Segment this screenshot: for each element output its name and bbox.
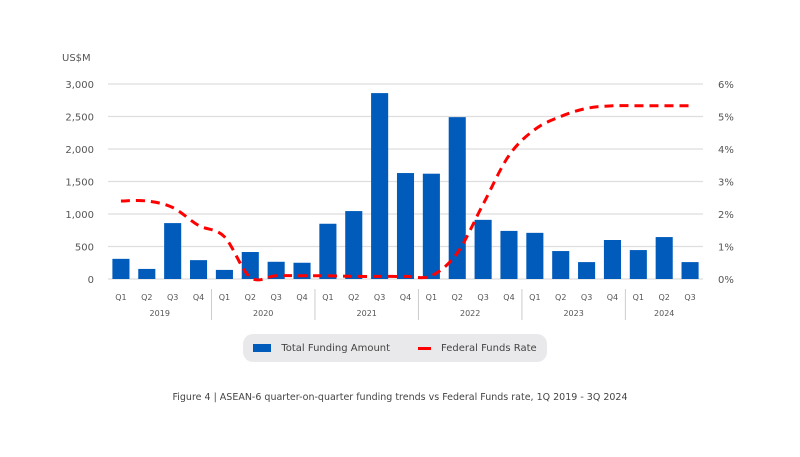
bar bbox=[448, 117, 466, 280]
y-left-tick-label: 1,500 bbox=[65, 178, 94, 189]
y-right-tick-label: 0% bbox=[718, 275, 734, 286]
bar bbox=[215, 269, 233, 279]
x-tick-label: Q3 bbox=[167, 293, 178, 302]
bar bbox=[526, 232, 544, 279]
x-tick-label: Q3 bbox=[581, 293, 592, 302]
y-left-tick-label: 3,000 bbox=[65, 80, 94, 91]
legend-swatch-bar bbox=[253, 344, 272, 352]
bar bbox=[241, 252, 259, 279]
bar bbox=[578, 262, 596, 279]
figure-caption: Figure 4 | ASEAN-6 quarter-on-quarter fu… bbox=[172, 392, 628, 403]
bar bbox=[319, 223, 337, 279]
bar bbox=[112, 258, 130, 279]
bar bbox=[190, 260, 208, 279]
x-tick-label: Q1 bbox=[219, 293, 230, 302]
legend-item-funding: Total Funding Amount bbox=[253, 343, 390, 354]
y-left-tick-label: 2,500 bbox=[65, 113, 94, 124]
bar bbox=[474, 219, 492, 279]
bar bbox=[396, 173, 415, 279]
y-right-tick-label: 2% bbox=[718, 210, 734, 221]
year-label: 2022 bbox=[460, 309, 480, 318]
year-label: 2019 bbox=[150, 309, 170, 318]
year-label: 2020 bbox=[253, 309, 273, 318]
year-label: 2024 bbox=[654, 309, 674, 318]
x-tick-label: Q4 bbox=[296, 293, 307, 302]
rate-line bbox=[120, 104, 691, 282]
x-tick-label: Q2 bbox=[348, 293, 359, 302]
legend-swatch-line bbox=[418, 346, 432, 350]
bar bbox=[164, 223, 182, 279]
year-label: 2023 bbox=[563, 309, 583, 318]
y-left-tick-label: 0 bbox=[88, 275, 94, 286]
x-tick-label: Q2 bbox=[141, 293, 152, 302]
legend-item-rate: Federal Funds Rate bbox=[418, 343, 537, 354]
x-tick-label: Q2 bbox=[659, 293, 670, 302]
x-tick-label: Q2 bbox=[555, 293, 566, 302]
x-tick-label: Q3 bbox=[270, 293, 281, 302]
bar bbox=[267, 261, 285, 279]
x-tick-label: Q3 bbox=[374, 293, 385, 302]
legend-label: Total Funding Amount bbox=[281, 342, 391, 354]
x-tick-label: Q1 bbox=[322, 293, 333, 302]
x-tick-label: Q1 bbox=[115, 293, 126, 302]
y-right-tick-label: 1% bbox=[718, 243, 734, 254]
x-tick-label: Q1 bbox=[426, 293, 437, 302]
y-right-tick-label: 6% bbox=[718, 80, 734, 91]
bar bbox=[500, 230, 518, 279]
legend: Total Funding Amount Federal Funds Rate bbox=[243, 334, 547, 362]
y-left-tick-label: 1,000 bbox=[65, 210, 94, 221]
bar bbox=[681, 262, 699, 279]
bar bbox=[138, 268, 156, 279]
bar bbox=[345, 211, 363, 279]
x-tick-label: Q3 bbox=[477, 293, 488, 302]
bar bbox=[552, 251, 570, 279]
y-axis-label: US$M bbox=[62, 53, 91, 64]
bar bbox=[603, 240, 621, 279]
x-tick-label: Q4 bbox=[193, 293, 204, 302]
x-tick-label: Q1 bbox=[529, 293, 540, 302]
bar bbox=[371, 93, 389, 279]
x-tick-label: Q4 bbox=[503, 293, 514, 302]
y-right-tick-label: 4% bbox=[718, 145, 734, 156]
x-tick-label: Q2 bbox=[245, 293, 256, 302]
y-right-tick-label: 5% bbox=[718, 113, 734, 124]
legend-label: Federal Funds Rate bbox=[441, 342, 537, 354]
bar bbox=[629, 250, 647, 279]
y-right-tick-label: 3% bbox=[718, 178, 734, 189]
x-tick-label: Q4 bbox=[400, 293, 411, 302]
y-left-tick-label: 2,000 bbox=[65, 145, 94, 156]
chart-svg: US$M 0 500 1,000 1,500 2,000 2,500 3,000 0% 1% 2% 3… bbox=[62, 53, 734, 320]
x-tick-label: Q1 bbox=[633, 293, 644, 302]
x-tick-label: Q3 bbox=[684, 293, 695, 302]
x-tick-label: Q4 bbox=[607, 293, 618, 302]
x-tick-label: Q2 bbox=[452, 293, 463, 302]
year-label: 2021 bbox=[357, 309, 377, 318]
y-left-tick-label: 500 bbox=[75, 243, 94, 254]
bar bbox=[422, 173, 440, 279]
bar bbox=[655, 237, 673, 279]
